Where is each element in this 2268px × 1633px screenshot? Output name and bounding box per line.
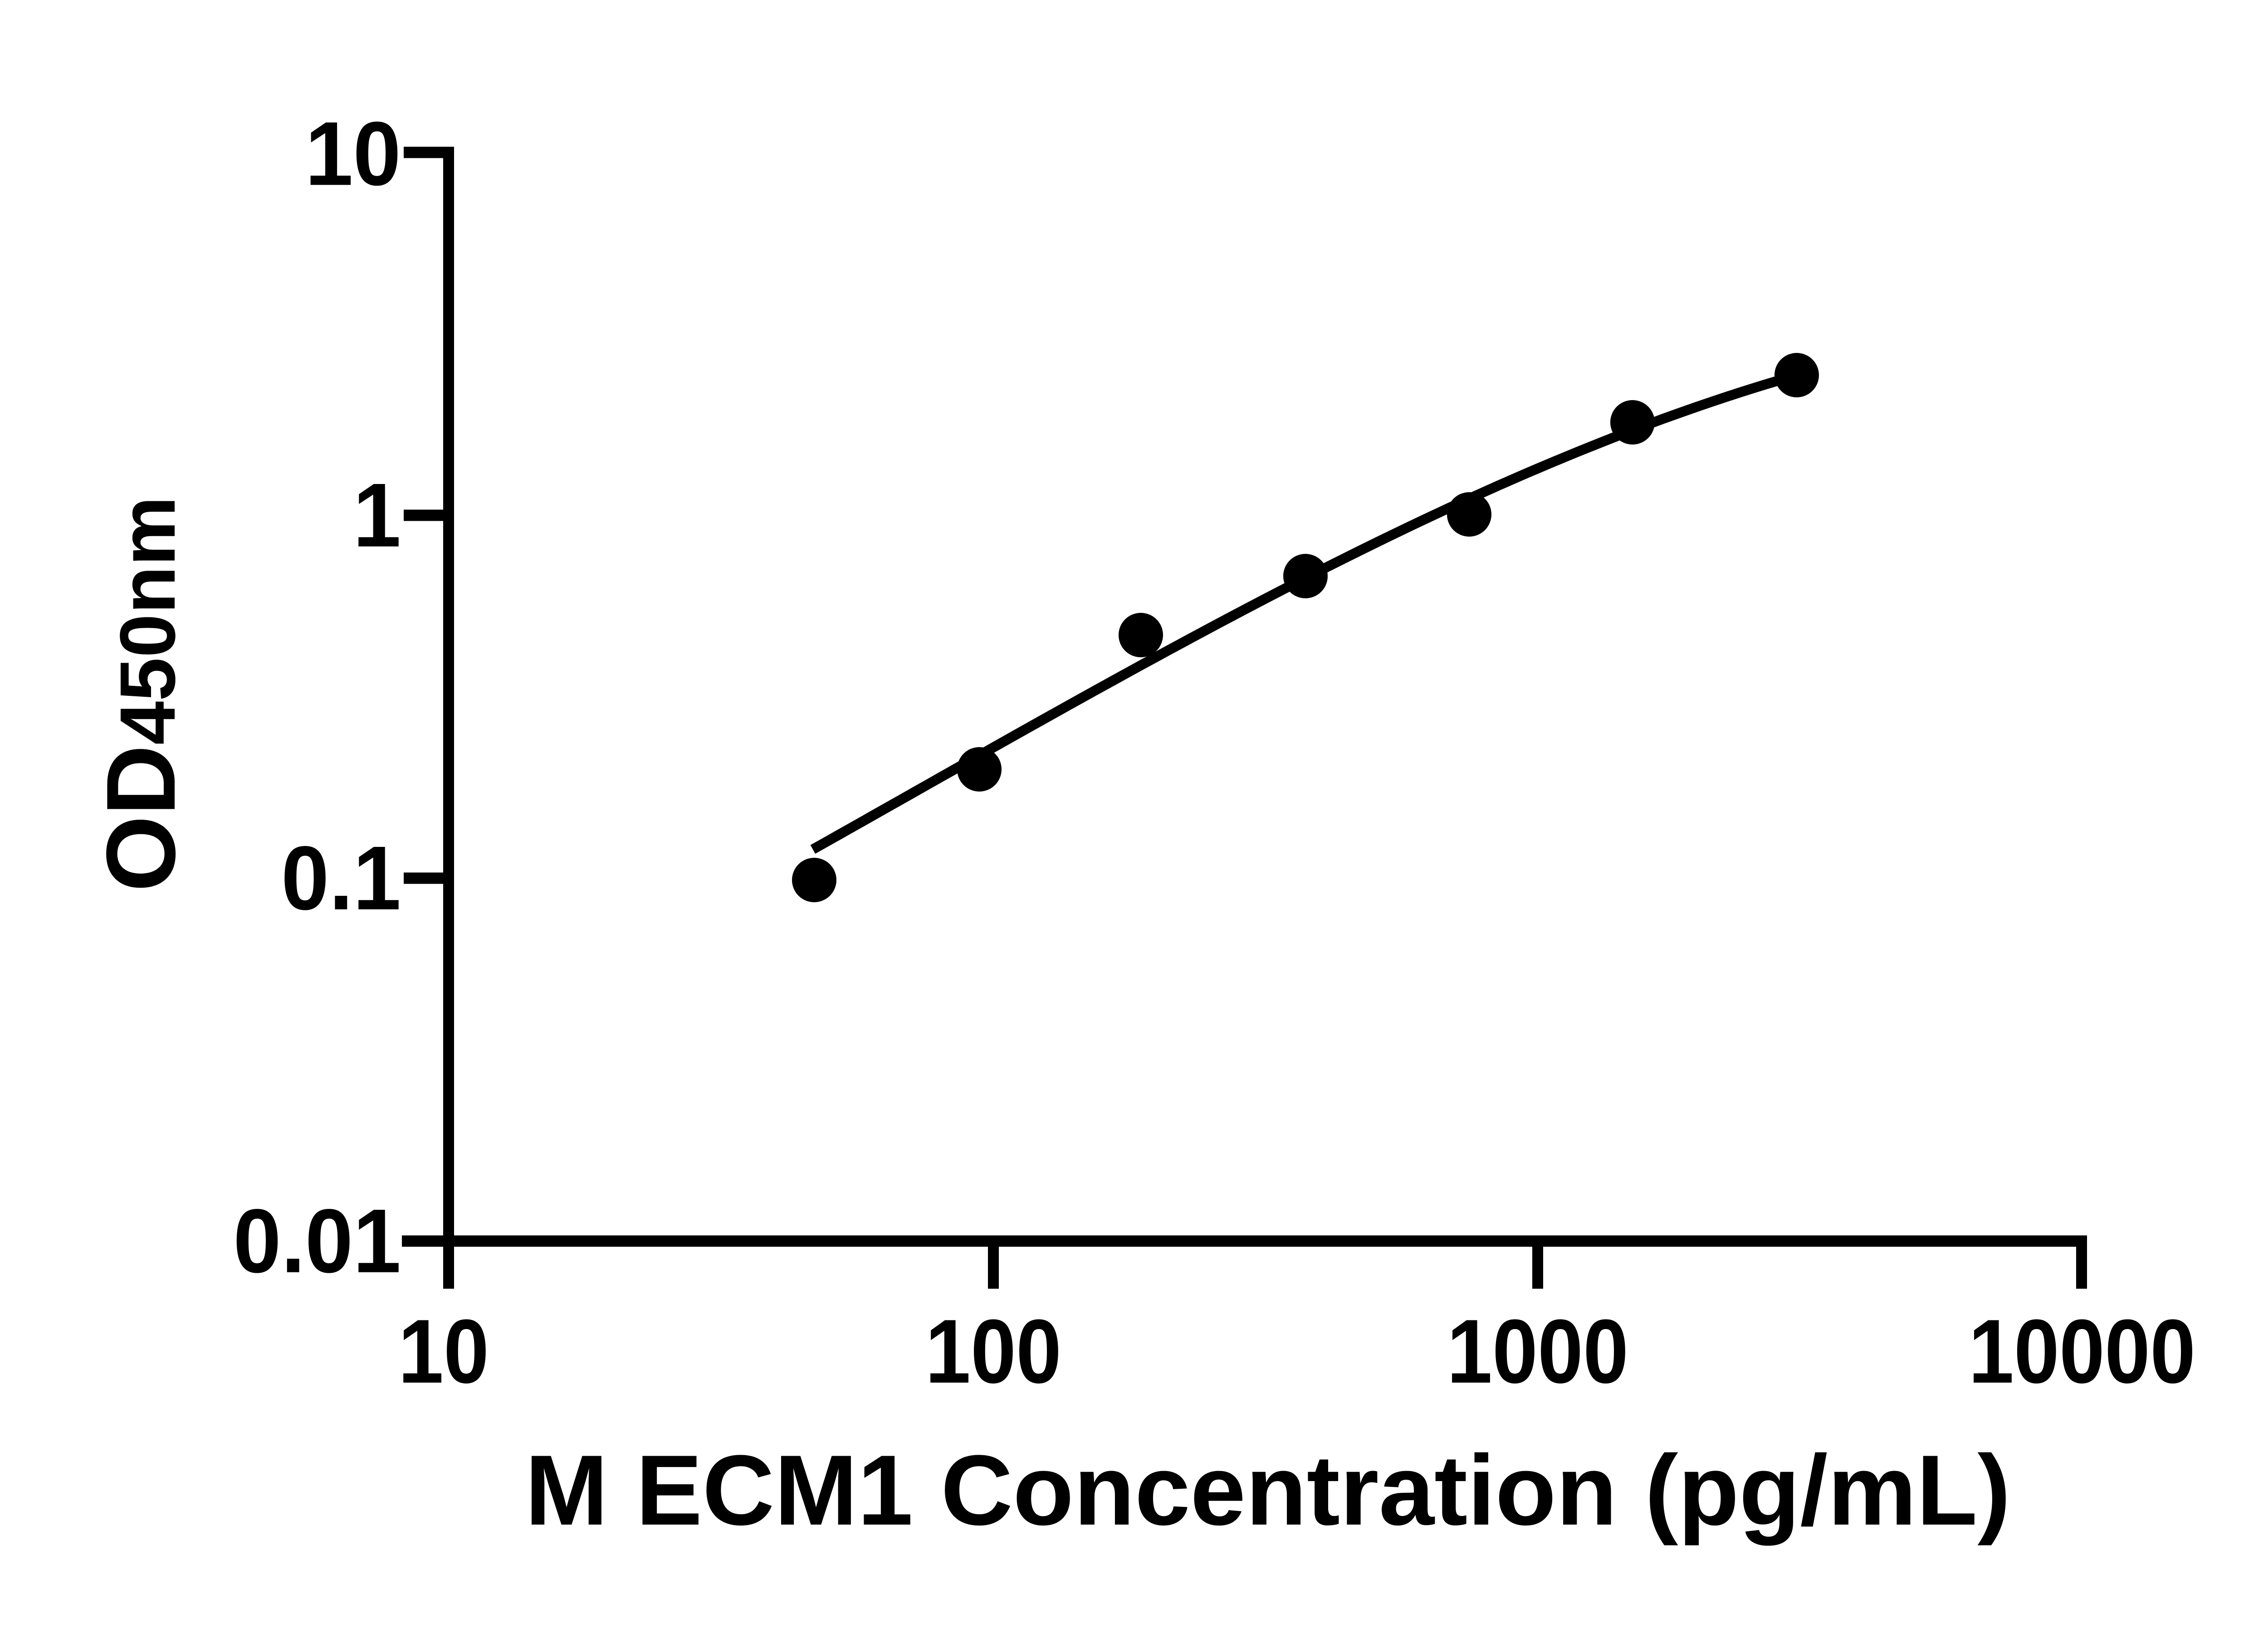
svg-text:1: 1 <box>353 464 401 566</box>
svg-text:0.1: 0.1 <box>281 827 401 929</box>
svg-text:0.01: 0.01 <box>233 1190 401 1292</box>
svg-text:1000: 1000 <box>1447 1301 1628 1402</box>
svg-text:100: 100 <box>925 1301 1061 1402</box>
svg-text:10: 10 <box>398 1301 489 1402</box>
svg-text:10: 10 <box>305 103 401 205</box>
svg-text:M ECM1 Concentration (pg/mL): M ECM1 Concentration (pg/mL) <box>525 1434 2010 1546</box>
svg-text:OD450nm: OD450nm <box>86 496 196 892</box>
svg-text:10000: 10000 <box>1969 1301 2196 1402</box>
